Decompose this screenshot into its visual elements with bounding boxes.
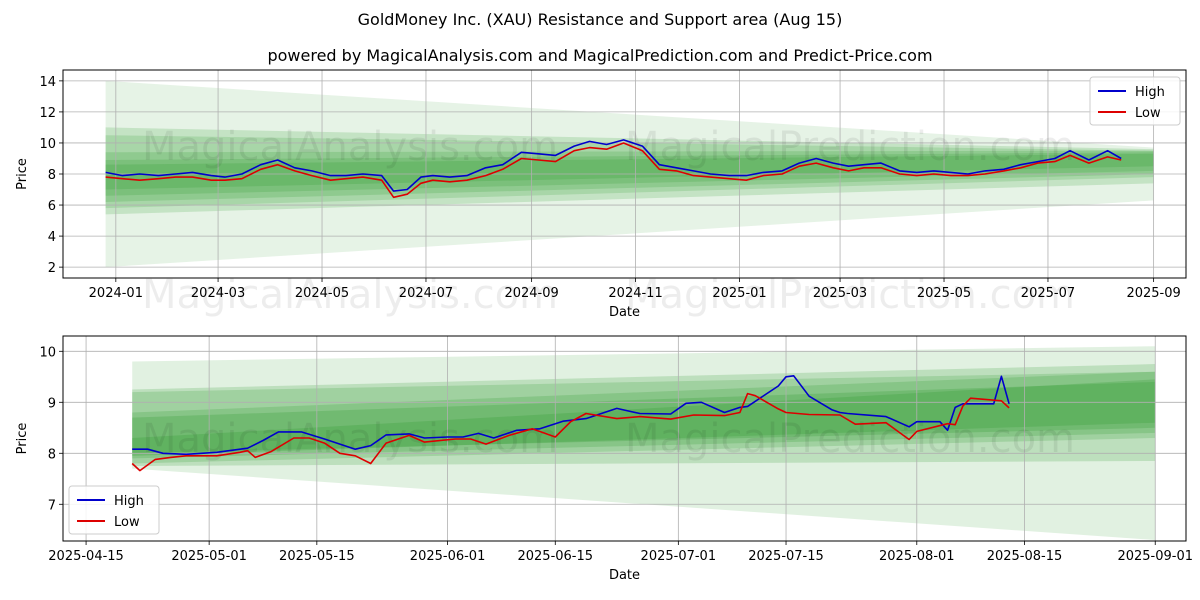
y-tick-label: 14 bbox=[39, 75, 56, 90]
legend: High Low bbox=[68, 485, 160, 535]
legend-label-high: High bbox=[114, 494, 144, 509]
chart-subtitle: powered by MagicalAnalysis.com and Magic… bbox=[267, 46, 933, 65]
x-axis-label: Date bbox=[609, 305, 640, 320]
y-tick-label: 4 bbox=[48, 230, 56, 245]
x-tick-label: 2025-03 bbox=[813, 286, 867, 301]
watermark: MagicalPrediction.com bbox=[625, 416, 1075, 462]
x-tick-label: 2024-11 bbox=[608, 286, 662, 301]
y-tick-label: 10 bbox=[39, 345, 56, 360]
series-line-high bbox=[105, 139, 1122, 192]
x-tick-label: 2025-08-15 bbox=[987, 549, 1063, 564]
x-tick-label: 2025-05 bbox=[917, 286, 971, 301]
x-tick-label: 2025-07-15 bbox=[748, 549, 824, 564]
x-tick-label: 2024-05 bbox=[295, 286, 349, 301]
y-tick-label: 9 bbox=[48, 396, 56, 411]
chart-title: GoldMoney Inc. (XAU) Resistance and Supp… bbox=[357, 10, 843, 29]
x-tick-label: 2024-01 bbox=[89, 286, 143, 301]
x-tick-label: 2025-04-15 bbox=[48, 549, 124, 564]
chart-panel-1: 2024-01 2024-03 2024-05 2024-07 2024-09 2024-… bbox=[15, 69, 1187, 320]
x-tick-label: 2024-03 bbox=[191, 286, 245, 301]
legend-label-low: Low bbox=[1135, 106, 1161, 121]
x-tick-label: 2024-07 bbox=[399, 286, 453, 301]
plot-frame bbox=[62, 69, 1187, 279]
series-line-low bbox=[105, 142, 1122, 199]
series-line-high bbox=[132, 375, 1010, 456]
resistance-support-band bbox=[105, 150, 1154, 202]
resistance-support-band bbox=[105, 135, 1154, 209]
legend-label-high: High bbox=[1135, 85, 1165, 100]
watermark: MagicalAnalysis.com bbox=[142, 124, 558, 170]
x-tick-label: 2025-09 bbox=[1126, 286, 1180, 301]
y-tick-label: 10 bbox=[39, 137, 56, 152]
y-tick-label: 6 bbox=[48, 199, 56, 214]
resistance-support-band bbox=[105, 127, 1154, 215]
legend: High Low bbox=[1089, 76, 1181, 126]
series-line-low bbox=[131, 392, 1010, 472]
y-axis-label: Price bbox=[15, 158, 30, 190]
y-tick-label: 8 bbox=[48, 168, 56, 183]
resistance-support-band bbox=[105, 153, 1154, 190]
x-tick-label: 2025-06-01 bbox=[410, 549, 486, 564]
x-tick-label: 2025-06-15 bbox=[517, 549, 593, 564]
x-tick-label: 2025-08-01 bbox=[879, 549, 955, 564]
watermark: MagicalPrediction.com bbox=[625, 272, 1075, 318]
y-tick-label: 8 bbox=[48, 447, 56, 462]
x-tick-label: 2025-09-01 bbox=[1117, 549, 1193, 564]
x-tick-label: 2024-09 bbox=[504, 286, 558, 301]
plot-frame bbox=[62, 335, 1187, 542]
x-tick-label: 2025-07-01 bbox=[641, 549, 717, 564]
y-tick-label: 12 bbox=[39, 106, 56, 121]
legend-label-low: Low bbox=[114, 515, 140, 530]
resistance-support-band bbox=[132, 371, 1156, 459]
x-tick-label: 2025-01 bbox=[712, 286, 766, 301]
watermark: MagicalAnalysis.com bbox=[142, 272, 558, 318]
x-tick-label: 2025-07 bbox=[1021, 286, 1075, 301]
watermark: MagicalPrediction.com bbox=[625, 124, 1075, 170]
x-tick-label: 2025-05-15 bbox=[279, 549, 355, 564]
y-tick-label: 7 bbox=[48, 498, 56, 513]
x-axis-label: Date bbox=[609, 568, 640, 583]
y-axis-label: Price bbox=[15, 423, 30, 455]
y-tick-label: 2 bbox=[48, 261, 56, 276]
resistance-support-band bbox=[132, 346, 1156, 540]
x-tick-label: 2025-05-01 bbox=[171, 549, 247, 564]
chart-panel-2: 2025-04-15 2025-05-01 2025-05-15 2025-06-01… bbox=[15, 335, 1193, 583]
resistance-support-band bbox=[132, 364, 1156, 467]
